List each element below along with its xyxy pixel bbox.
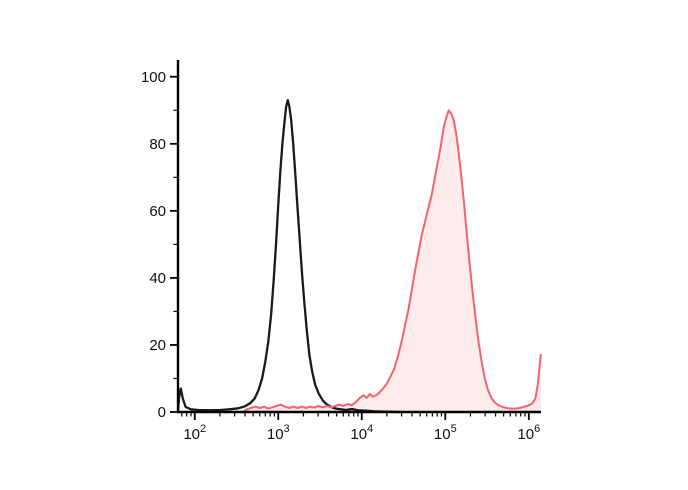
black-open-histogram-curve	[176, 99, 403, 414]
x-tick-label: 104	[350, 423, 373, 443]
y-tick-label: 20	[149, 337, 166, 354]
y-tick-label: 0	[158, 404, 166, 421]
y-tick-label: 80	[149, 136, 166, 153]
y-tick-label: 60	[149, 203, 166, 220]
x-tick-label: 103	[267, 423, 290, 443]
x-tick-label: 106	[517, 423, 540, 443]
red-filled-histogram-fill	[243, 110, 541, 413]
y-tick-label: 100	[141, 69, 166, 86]
red-filled-histogram-curve	[242, 109, 542, 413]
x-tick-label: 102	[183, 423, 206, 443]
y-tick-label: 40	[149, 270, 166, 287]
x-tick-label: 105	[434, 423, 457, 443]
